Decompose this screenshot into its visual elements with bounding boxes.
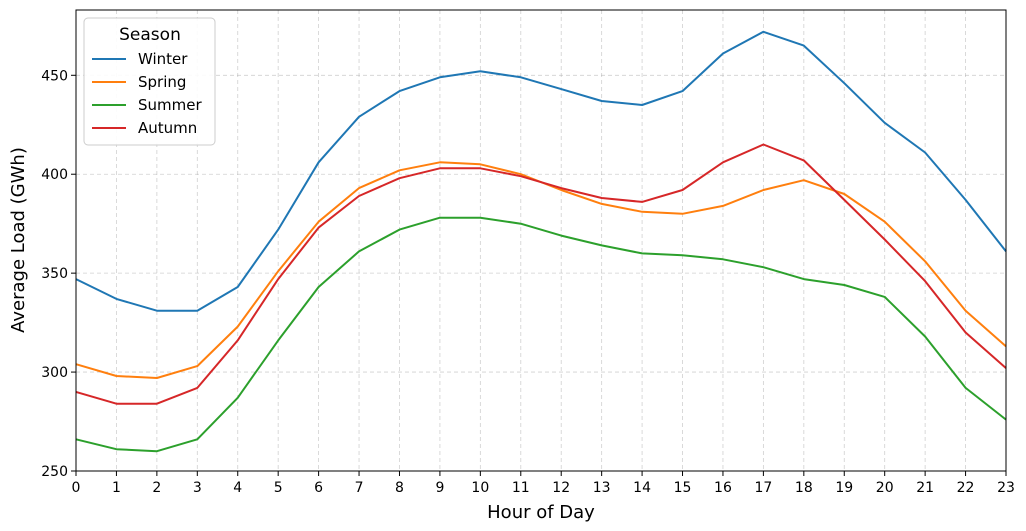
x-axis-title: Hour of Day <box>487 502 595 523</box>
x-tick-label: 10 <box>471 480 489 496</box>
legend-label-winter: Winter <box>138 50 188 68</box>
legend-title: Season <box>119 25 181 45</box>
legend-label-summer: Summer <box>138 96 202 114</box>
x-axis-ticks: 0 1 2 3 4 5 6 7 8 9 10 11 12 13 14 15 16 17 18 19 20 21 22 23 <box>72 471 1015 496</box>
x-tick-label: 23 <box>997 480 1015 496</box>
plot-frame <box>75 9 1007 472</box>
y-tick-label: 350 <box>41 266 68 282</box>
x-tick-label: 16 <box>714 480 732 496</box>
plot-background <box>76 10 1006 471</box>
x-tick-label: 7 <box>355 480 364 496</box>
x-tick-label: 11 <box>512 480 530 496</box>
series-line-autumn <box>75 143 1007 405</box>
x-tick-label: 17 <box>754 480 772 496</box>
x-tick-label: 19 <box>835 480 853 496</box>
y-axis-ticks: 250 300 350 400 450 <box>41 68 76 480</box>
x-tick-label: 3 <box>193 480 202 496</box>
x-tick-label: 18 <box>795 480 813 496</box>
y-axis-title: Average Load (GWh) <box>8 147 29 333</box>
y-tick-label: 400 <box>41 167 68 183</box>
legend-label-spring: Spring <box>138 73 186 91</box>
x-tick-label: 22 <box>957 480 975 496</box>
series-lines <box>75 30 1007 453</box>
x-tick-label: 9 <box>435 480 444 496</box>
y-tick-label: 450 <box>41 68 68 84</box>
x-tick-label: 8 <box>395 480 404 496</box>
x-tick-label: 2 <box>152 480 161 496</box>
x-tick-label: 21 <box>916 480 934 496</box>
x-tick-label: 5 <box>274 480 283 496</box>
legend: Season Winter Spring Summer Autumn <box>83 17 216 146</box>
series-line-summer <box>75 216 1007 453</box>
y-tick-label: 250 <box>41 464 68 480</box>
x-tick-label: 20 <box>876 480 894 496</box>
x-tick-label: 15 <box>674 480 692 496</box>
x-tick-label: 14 <box>633 480 651 496</box>
x-tick-label: 12 <box>552 480 570 496</box>
x-tick-label: 1 <box>112 480 121 496</box>
x-tick-label: 4 <box>233 480 242 496</box>
y-tick-label: 300 <box>41 365 68 381</box>
legend-box <box>83 17 216 146</box>
x-tick-label: 0 <box>72 480 81 496</box>
series-line-winter <box>75 30 1007 312</box>
legend-label-autumn: Autumn <box>138 119 197 137</box>
x-tick-label: 6 <box>314 480 323 496</box>
x-tick-label: 13 <box>593 480 611 496</box>
